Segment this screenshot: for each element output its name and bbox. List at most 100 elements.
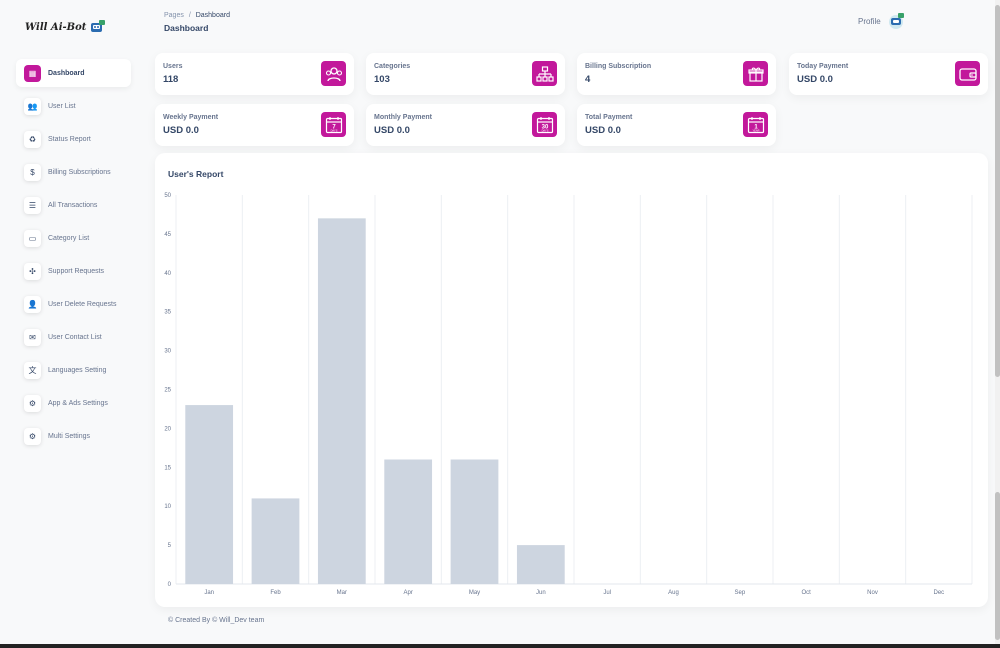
y-tick-label: 45 (164, 232, 171, 238)
y-tick-label: 0 (168, 582, 172, 588)
y-tick-label: 30 (164, 349, 171, 355)
sidebar-item-label: Languages Setting (48, 366, 107, 374)
x-tick-label: Feb (270, 590, 281, 596)
recycle-icon: ♻ (24, 130, 41, 148)
bar-jan (185, 405, 234, 584)
sidebar-item-dashboard[interactable]: ▦ Dashboard (16, 59, 131, 87)
stat-card-today-payment[interactable]: Today Payment USD 0.0 (789, 53, 988, 95)
x-tick-label: Jun (536, 590, 546, 596)
sidebar-item-support-requests[interactable]: ✣ Support Requests (16, 257, 131, 285)
sidebar-item-label: Category List (48, 234, 90, 242)
calendar-7-days-icon: 7 DAYS (321, 112, 346, 137)
robot-icon (91, 20, 106, 32)
users-group-icon (321, 61, 346, 86)
y-tick-label: 50 (164, 193, 171, 199)
user-delete-icon: 👤 (24, 295, 41, 313)
x-tick-label: Dec (933, 590, 944, 596)
sidebar-item-label: Multi Settings (48, 432, 91, 440)
y-tick-label: 20 (164, 426, 171, 432)
stat-card-label: Monthly Payment (374, 114, 432, 121)
profile-label: Profile (858, 16, 881, 26)
sidebar-item-label: All Transactions (48, 201, 98, 209)
calendar-number: 1 (754, 124, 758, 130)
sidebar-item-app-ads-settings[interactable]: ⚙ App & Ads Settings (16, 389, 131, 417)
bar-apr (384, 459, 433, 584)
x-tick-label: Jan (204, 590, 214, 596)
stat-card-label: Categories (374, 63, 411, 70)
stat-card-value: USD 0.0 (585, 125, 621, 136)
x-tick-label: Mar (337, 590, 347, 596)
x-tick-label: Oct (801, 590, 811, 596)
sidebar-item-label: Status Report (48, 135, 91, 143)
wallet-icon (955, 61, 980, 86)
users-report-panel: User's Report 0 5 10 15 20 25 30 35 40 45 50 Jan Feb… (155, 153, 988, 607)
stat-card-label: Users (163, 63, 183, 70)
sidebar-item-label: User Delete Requests (48, 300, 117, 308)
users-icon: 👥 (24, 97, 41, 115)
sidebar-item-user-delete-requests[interactable]: 👤 User Delete Requests (16, 290, 131, 318)
footer-credit: © Created By © Will_Dev team (168, 617, 265, 624)
calendar-number: 30 (541, 124, 548, 130)
dollar-icon: $ (24, 163, 41, 181)
settings-icon: ⚙ (24, 427, 41, 445)
brand-logo[interactable]: Will Ai-Bot (25, 20, 106, 34)
sidebar-item-billing-subscriptions[interactable]: $ Billing Subscriptions (16, 158, 131, 186)
bar-mar (317, 218, 366, 584)
sidebar-item-user-contact-list[interactable]: ✉ User Contact List (16, 323, 131, 351)
sidebar-item-category-list[interactable]: ▭ Category List (16, 224, 131, 252)
stat-card-label: Total Payment (585, 114, 633, 121)
sidebar-item-all-transactions[interactable]: ☰ All Transactions (16, 191, 131, 219)
stat-card-value: USD 0.0 (797, 74, 833, 85)
page-title: Dashboard (164, 23, 209, 33)
card-icon: ▭ (24, 229, 41, 247)
y-tick-label: 25 (164, 388, 171, 394)
bar-jun (516, 545, 565, 584)
bar-may (450, 459, 499, 584)
calendar-caption: YEAR (752, 128, 759, 132)
y-tick-label: 35 (164, 310, 171, 316)
scrollbar-thumb-lower[interactable] (995, 492, 1000, 640)
stat-card-categories[interactable]: Categories 103 (366, 53, 565, 95)
language-icon: 文 (24, 361, 41, 379)
stat-card-monthly-payment[interactable]: Monthly Payment USD 0.0 30 DAYS (366, 104, 565, 146)
sidebar: Will Ai-Bot ▦ Dashboard 👥 User List ♻ Status … (0, 0, 145, 648)
stat-card-value: USD 0.0 (163, 125, 199, 136)
sidebar-item-languages-setting[interactable]: 文 Languages Setting (16, 356, 131, 384)
calendar-1-year-icon: 1 YEAR (743, 112, 768, 137)
sidebar-item-status-report[interactable]: ♻ Status Report (16, 125, 131, 153)
sidebar-item-user-list[interactable]: 👥 User List (16, 92, 131, 120)
calendar-caption: DAYS (541, 128, 548, 132)
dashboard-icon: ▦ (24, 64, 41, 82)
bar-feb (251, 498, 300, 584)
avatar (888, 13, 904, 29)
sidebar-item-label: User Contact List (48, 333, 102, 341)
list-icon: ☰ (24, 196, 41, 214)
stat-card-users[interactable]: Users 118 (155, 53, 354, 95)
sidebar-item-label: Support Requests (48, 267, 105, 275)
stat-card-value: 103 (374, 74, 390, 85)
brand-name: Will Ai-Bot (25, 21, 87, 33)
stat-card-label: Billing Subscription (585, 63, 652, 70)
users-report-chart: 0 5 10 15 20 25 30 35 40 45 50 Jan Feb Mar Apr May Jun Ju… (164, 193, 973, 596)
sidebar-item-multi-settings[interactable]: ⚙ Multi Settings (16, 422, 131, 450)
stat-card-billing-subscription[interactable]: Billing Subscription 4 (577, 53, 776, 95)
envelope-icon: ✉ (24, 328, 41, 346)
sidebar-item-label: Dashboard (48, 69, 85, 77)
sidebar-item-label: Billing Subscriptions (48, 168, 111, 176)
stat-card-total-payment[interactable]: Total Payment USD 0.0 1 YEAR (577, 104, 776, 146)
breadcrumb-separator: / (188, 12, 191, 19)
scrollbar-thumb[interactable] (995, 5, 1000, 377)
sitemap-icon (532, 61, 557, 86)
stat-card-label: Today Payment (797, 63, 849, 70)
x-tick-label: Sep (734, 590, 745, 596)
calendar-caption: DAYS (330, 128, 337, 132)
breadcrumb-current: Dashboard (195, 12, 230, 19)
profile-button[interactable]: Profile (858, 12, 905, 30)
support-icon: ✣ (24, 262, 41, 280)
x-tick-label: Nov (867, 590, 878, 596)
stat-card-weekly-payment[interactable]: Weekly Payment USD 0.0 7 DAYS (155, 104, 354, 146)
x-tick-label: May (469, 590, 480, 596)
breadcrumb-root[interactable]: Pages (164, 12, 184, 19)
stat-card-value: 4 (585, 74, 591, 85)
stat-card-value: 118 (163, 74, 179, 85)
